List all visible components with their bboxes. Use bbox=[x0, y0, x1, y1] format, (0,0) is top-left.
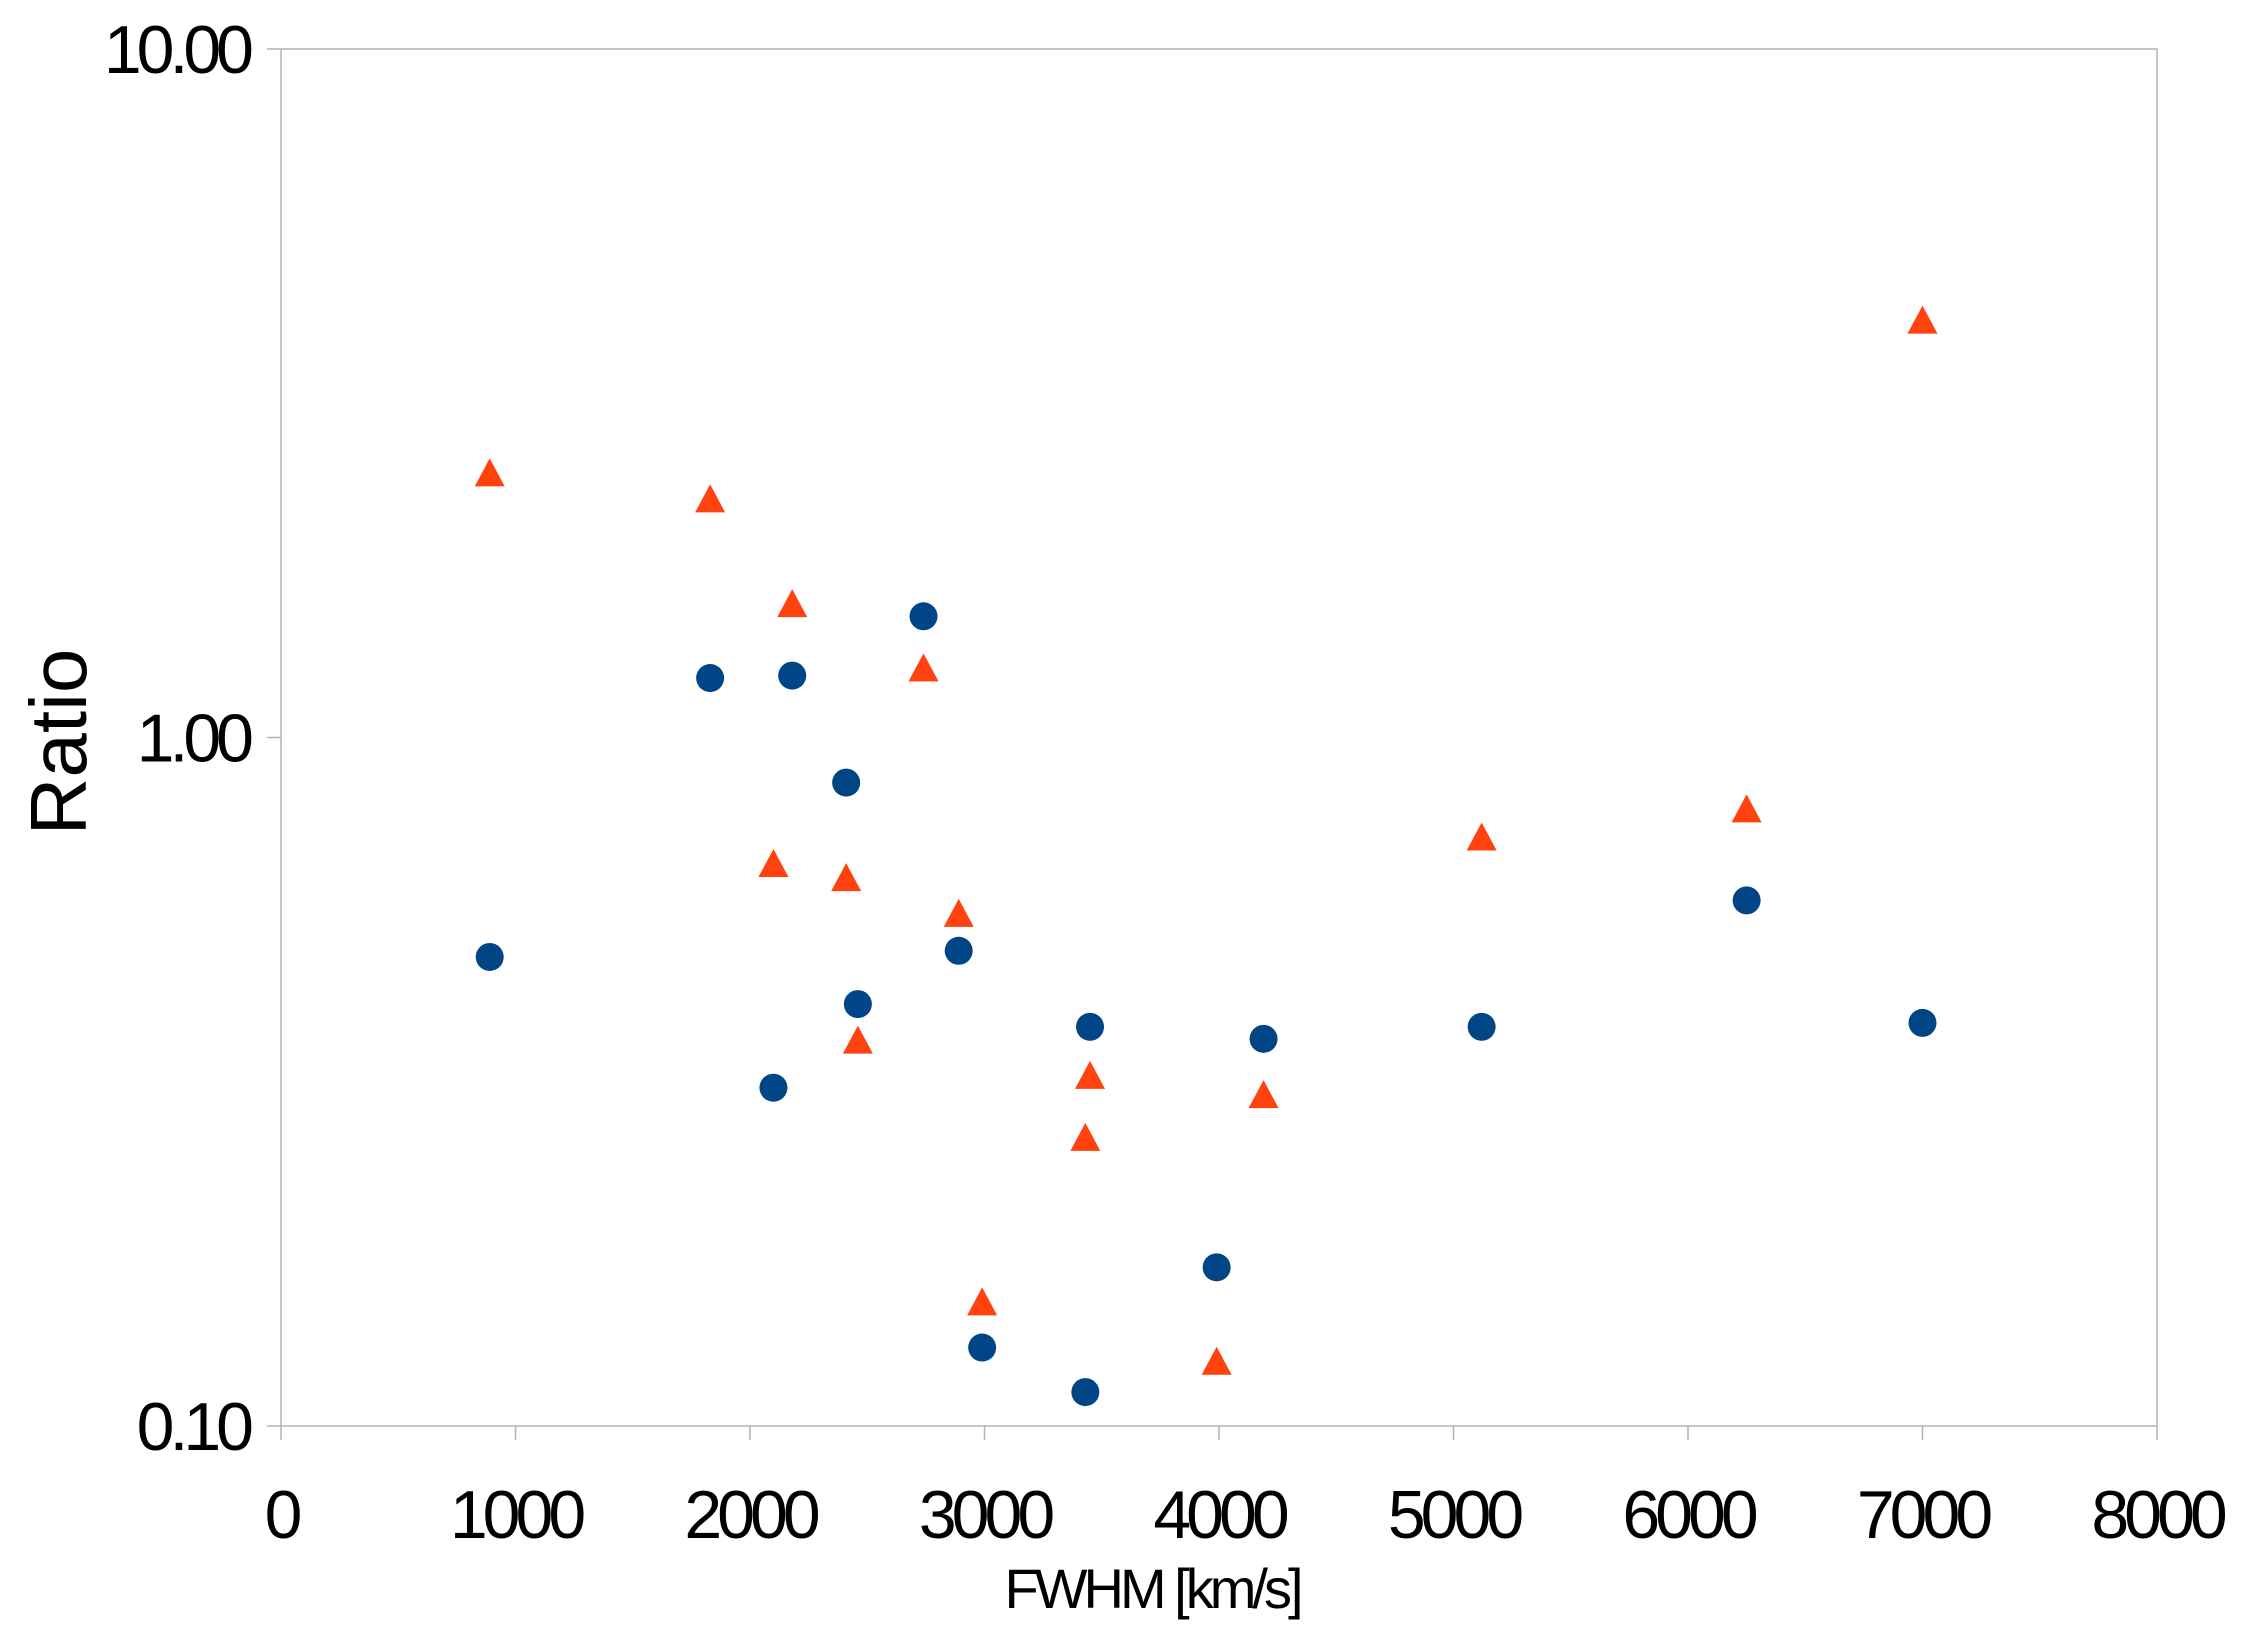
x-axis-title: FWHM [km/s] bbox=[1004, 1557, 1299, 1620]
plot-area-border bbox=[280, 48, 2158, 1427]
data-point-circle bbox=[968, 1333, 997, 1362]
data-point-triangle bbox=[1201, 1346, 1232, 1375]
data-point-circle bbox=[1249, 1024, 1278, 1053]
series-1 bbox=[475, 602, 1937, 1407]
series-2 bbox=[474, 305, 1938, 1375]
data-point-triangle bbox=[1731, 794, 1762, 823]
data-point-circle bbox=[778, 661, 807, 690]
data-point-triangle bbox=[831, 863, 862, 892]
data-point-triangle bbox=[1070, 1122, 1101, 1151]
data-point-triangle bbox=[1075, 1060, 1106, 1089]
x-tick-label: 2000 bbox=[684, 1477, 818, 1553]
data-point-triangle bbox=[943, 898, 974, 927]
y-tick-label: 1.00 bbox=[137, 701, 253, 777]
y-axis-title: Ratio bbox=[14, 649, 103, 836]
data-point-circle bbox=[1202, 1253, 1231, 1282]
data-point-circle bbox=[909, 602, 938, 631]
y-axis: 0.10 1.00 10.00 bbox=[104, 12, 281, 1465]
data-point-triangle bbox=[842, 1025, 873, 1054]
data-point-circle bbox=[1908, 1008, 1937, 1037]
data-point-triangle bbox=[695, 484, 726, 513]
x-tick-label: 3000 bbox=[919, 1477, 1053, 1553]
data-point-triangle bbox=[777, 589, 808, 618]
data-point-triangle bbox=[1248, 1080, 1279, 1109]
x-axis: 0 1000 2000 3000 4000 5000 6000 7000 8000 bbox=[265, 1426, 2231, 1553]
data-point-circle bbox=[1732, 886, 1761, 915]
plot-frame bbox=[280, 48, 2158, 1427]
x-tick-label: 7000 bbox=[1857, 1477, 1991, 1553]
data-point-circle bbox=[475, 942, 504, 971]
data-point-circle bbox=[759, 1073, 788, 1102]
x-tick-label: 6000 bbox=[1622, 1477, 1756, 1553]
y-tick-label: 10.00 bbox=[104, 12, 252, 88]
data-point-triangle bbox=[967, 1287, 998, 1316]
x-tick-label: 0 bbox=[265, 1477, 301, 1553]
data-point-triangle bbox=[474, 458, 505, 487]
x-tick-label: 1000 bbox=[450, 1477, 584, 1553]
data-point-triangle bbox=[1466, 822, 1497, 851]
data-point-triangle bbox=[758, 848, 789, 877]
data-point-circle bbox=[944, 936, 973, 965]
data-point-circle bbox=[843, 990, 872, 1019]
data-point-circle bbox=[1076, 1012, 1105, 1041]
data-point-circle bbox=[832, 768, 861, 797]
data-point-triangle bbox=[908, 653, 939, 682]
data-point-circle bbox=[1467, 1012, 1496, 1041]
data-point-circle bbox=[1071, 1378, 1100, 1407]
x-tick-label: 4000 bbox=[1153, 1477, 1287, 1553]
data-point-circle bbox=[696, 664, 725, 693]
data-point-triangle bbox=[1907, 305, 1938, 334]
x-tick-label: 8000 bbox=[2091, 1477, 2225, 1553]
y-tick-label: 0.10 bbox=[137, 1389, 253, 1465]
data-series bbox=[474, 305, 1938, 1407]
x-tick-label: 5000 bbox=[1388, 1477, 1522, 1553]
